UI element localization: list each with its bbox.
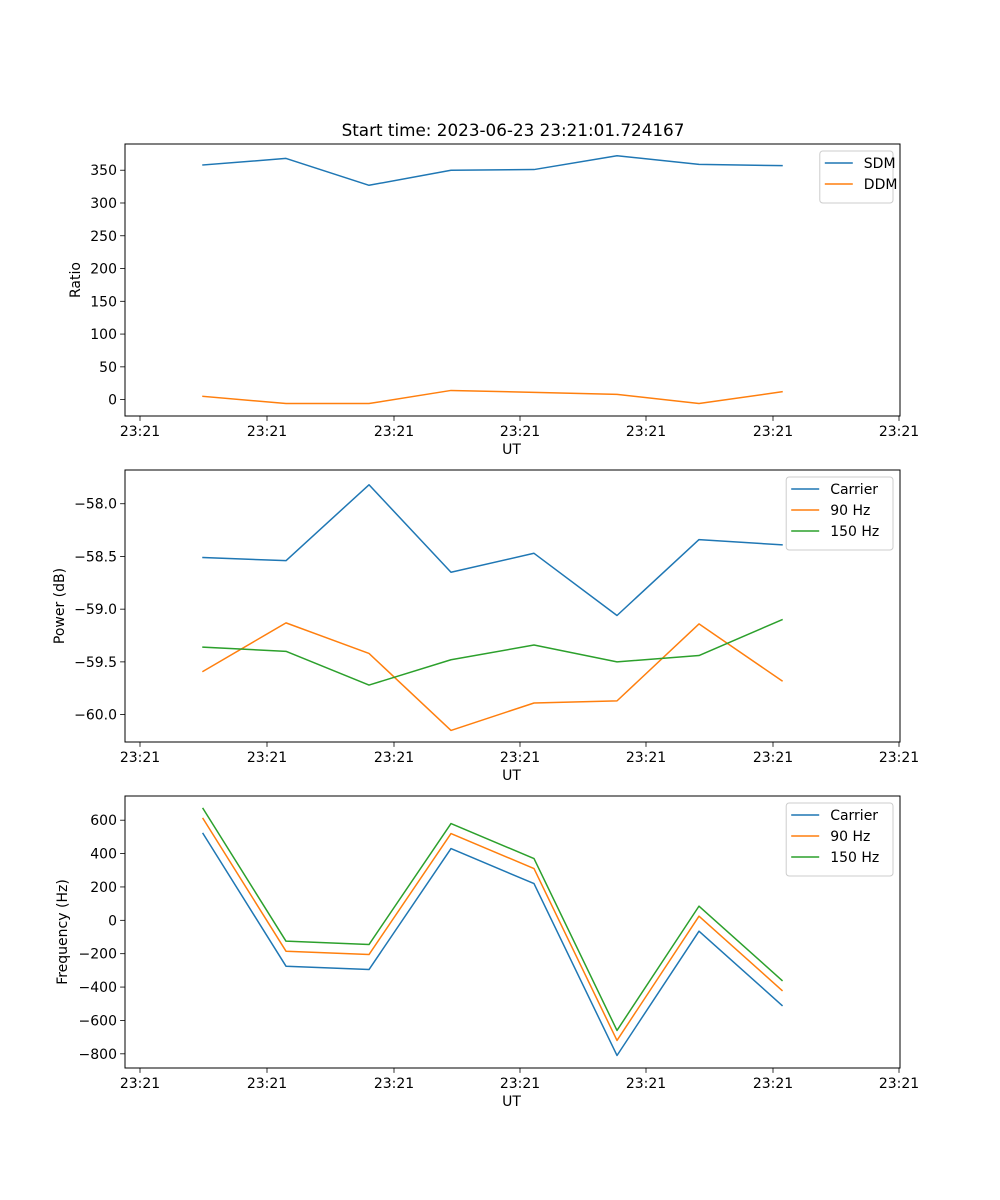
y-tick-label: −59.0 bbox=[74, 602, 117, 618]
x-tick-label: 23:21 bbox=[626, 424, 666, 440]
x-tick-label: 23:21 bbox=[753, 424, 793, 440]
figure-title: Start time: 2023-06-23 23:21:01.724167 bbox=[342, 120, 685, 140]
subplots: 23:21 23:21 23:21 23:21 23:21 23:21 23:21 UT 0 50… bbox=[52, 143, 919, 1110]
y-tick-label: −200 bbox=[79, 947, 117, 963]
x-tick-label: 23:21 bbox=[500, 1076, 540, 1092]
x-tick-label: 23:21 bbox=[374, 750, 414, 766]
x-tick-label: 23:21 bbox=[626, 1076, 666, 1092]
x-tick-label: 23:21 bbox=[879, 750, 919, 766]
y-axis-label: Frequency (Hz) bbox=[55, 879, 71, 985]
y-tick-label: 600 bbox=[90, 813, 117, 829]
legend-label: 90 Hz bbox=[830, 503, 870, 519]
axes-frame bbox=[124, 795, 901, 1069]
y-tick-label: 0 bbox=[108, 393, 117, 409]
axes-frame bbox=[124, 143, 901, 417]
y-tick-label: −400 bbox=[79, 980, 117, 996]
legend-label: Carrier bbox=[830, 482, 878, 498]
y-tick-label: 0 bbox=[108, 913, 117, 929]
y-tick-label: 50 bbox=[99, 360, 117, 376]
x-tick-label: 23:21 bbox=[753, 1076, 793, 1092]
x-axis-label: UT bbox=[502, 1094, 521, 1110]
series-line-carrier bbox=[202, 484, 783, 617]
y-tick-label: −58.5 bbox=[74, 549, 117, 565]
series-line-90-hz bbox=[201, 817, 784, 1042]
axes-frame bbox=[124, 469, 901, 743]
y-tick-label: 100 bbox=[90, 327, 117, 343]
y-tick-label: 350 bbox=[90, 163, 117, 179]
x-tick-label: 23:21 bbox=[500, 750, 540, 766]
x-tick-label: 23:21 bbox=[247, 750, 287, 766]
legend: Carrier 90 Hz 150 Hz bbox=[785, 476, 894, 551]
subplot-3: 23:21 23:21 23:21 23:21 23:21 23:21 23:21 UT −80… bbox=[55, 795, 919, 1110]
y-tick-label: −58.0 bbox=[74, 497, 117, 513]
x-tick-label: 23:21 bbox=[500, 424, 540, 440]
x-tick-label: 23:21 bbox=[374, 424, 414, 440]
y-axis-label: Ratio bbox=[68, 262, 84, 298]
legend-label: 90 Hz bbox=[830, 829, 870, 845]
x-tick-label: 23:21 bbox=[120, 424, 160, 440]
subplot-2: 23:21 23:21 23:21 23:21 23:21 23:21 23:21 UT −60… bbox=[52, 469, 919, 784]
x-tick-label: 23:21 bbox=[879, 424, 919, 440]
x-axis-label: UT bbox=[502, 442, 521, 458]
y-tick-label: 200 bbox=[90, 262, 117, 278]
y-tick-label: −600 bbox=[79, 1013, 117, 1029]
legend: SDM DDM bbox=[819, 150, 898, 204]
y-tick-label: −60.0 bbox=[74, 708, 117, 724]
subplot-1: 23:21 23:21 23:21 23:21 23:21 23:21 23:21 UT 0 50… bbox=[68, 143, 919, 458]
series-line-90-hz bbox=[201, 622, 784, 732]
series-line-sdm bbox=[202, 155, 783, 187]
x-tick-label: 23:21 bbox=[247, 1076, 287, 1092]
series-line-carrier bbox=[201, 832, 784, 1057]
y-tick-label: 250 bbox=[90, 229, 117, 245]
legend-label: 150 Hz bbox=[830, 850, 879, 866]
legend-label: DDM bbox=[864, 177, 898, 193]
legend: Carrier 90 Hz 150 Hz bbox=[785, 802, 894, 877]
x-tick-label: 23:21 bbox=[626, 750, 666, 766]
y-tick-label: 200 bbox=[90, 880, 117, 896]
x-tick-label: 23:21 bbox=[120, 1076, 160, 1092]
x-tick-label: 23:21 bbox=[879, 1076, 919, 1092]
legend-label: SDM bbox=[864, 156, 896, 172]
y-tick-label: 150 bbox=[90, 294, 117, 310]
y-tick-label: 400 bbox=[90, 847, 117, 863]
legend-box bbox=[819, 150, 894, 204]
y-tick-label: 300 bbox=[90, 196, 117, 212]
y-axis-label: Power (dB) bbox=[52, 568, 68, 644]
x-tick-label: 23:21 bbox=[120, 750, 160, 766]
series-line-150-hz bbox=[202, 618, 783, 686]
legend-label: Carrier bbox=[830, 808, 878, 824]
y-tick-label: −800 bbox=[79, 1047, 117, 1063]
x-tick-label: 23:21 bbox=[374, 1076, 414, 1092]
x-tick-label: 23:21 bbox=[753, 750, 793, 766]
legend-label: 150 Hz bbox=[830, 524, 879, 540]
y-tick-label: −59.5 bbox=[74, 655, 117, 671]
series-line-150-hz bbox=[201, 807, 784, 1032]
series-line-ddm bbox=[202, 389, 783, 405]
x-tick-label: 23:21 bbox=[247, 424, 287, 440]
x-axis-label: UT bbox=[502, 768, 521, 784]
